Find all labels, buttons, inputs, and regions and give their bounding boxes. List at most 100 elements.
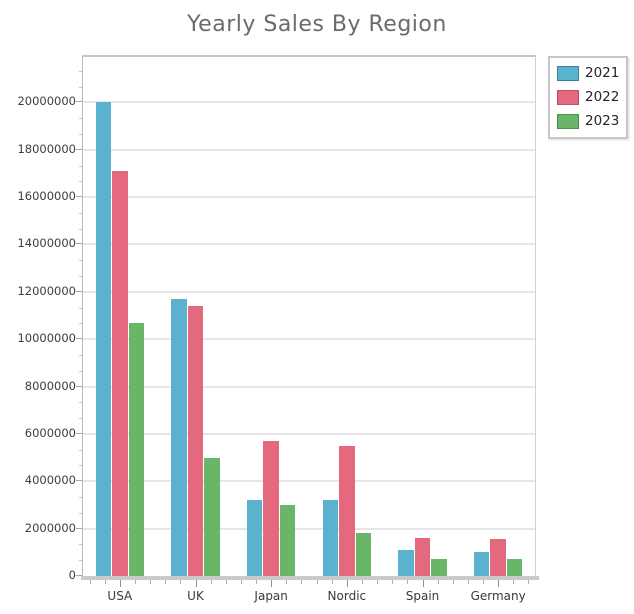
legend-swatch-icon	[557, 65, 579, 81]
bar-2022-japan[interactable]	[263, 441, 279, 576]
y-axis-tick	[76, 243, 82, 245]
y-tick-label: 12000000	[17, 283, 76, 298]
bar-2021-usa[interactable]	[95, 102, 112, 576]
x-axis-minor-tick	[134, 580, 136, 584]
gridline	[83, 527, 535, 530]
bar-2021-uk[interactable]	[171, 298, 187, 576]
bar-2022-usa[interactable]	[112, 171, 128, 576]
x-axis-minor-tick	[256, 580, 258, 584]
y-tick-label: 20000000	[17, 94, 76, 109]
x-axis-minor-tick	[165, 580, 167, 584]
bar-2022-germany[interactable]	[490, 539, 506, 576]
x-axis-minor-tick	[240, 580, 242, 584]
x-axis-minor-tick	[301, 580, 303, 584]
y-axis-tick	[76, 575, 82, 576]
y-axis-minor-tick	[79, 560, 82, 562]
bar-2021-nordic[interactable]	[322, 500, 339, 576]
gridline	[83, 480, 535, 483]
y-axis-minor-tick	[79, 323, 82, 325]
gridline	[83, 148, 535, 151]
x-axis-minor-tick	[210, 580, 212, 584]
x-axis-minor-tick	[150, 580, 152, 584]
y-axis-tick	[76, 385, 82, 387]
x-axis-minor-tick	[513, 580, 515, 584]
x-axis-major-tick	[498, 580, 500, 587]
bar-2021-germany[interactable]	[474, 552, 490, 576]
y-axis-tick	[76, 196, 82, 198]
x-axis-major-tick	[271, 580, 273, 587]
bar-2021-japan[interactable]	[247, 500, 263, 576]
y-axis-tick	[76, 527, 82, 529]
y-tick-label: 2000000	[24, 520, 76, 535]
y-axis-tick	[76, 480, 82, 482]
x-axis-minor-tick	[483, 580, 485, 584]
bar-2021-spain[interactable]	[398, 549, 414, 576]
y-axis-minor-tick	[79, 370, 82, 372]
legend-label: 2022	[585, 89, 620, 105]
x-axis-major-tick	[422, 580, 424, 587]
y-axis-tick	[76, 101, 82, 103]
bar-2023-germany[interactable]	[506, 559, 523, 576]
y-tick-label: 16000000	[17, 189, 76, 204]
y-axis-minor-tick	[79, 228, 82, 230]
y-axis-minor-tick	[79, 165, 82, 167]
bar-2022-nordic[interactable]	[339, 445, 355, 576]
y-axis-minor-tick	[79, 276, 82, 278]
y-axis-tick	[76, 432, 82, 434]
x-tick-label: Spain	[405, 589, 440, 603]
gridline	[83, 101, 535, 104]
x-tick-label: Germany	[470, 589, 526, 603]
legend-label: 2021	[585, 65, 620, 81]
x-axis-major-tick	[195, 580, 197, 587]
legend-item-2023[interactable]: 2023	[557, 113, 619, 129]
bar-2023-usa[interactable]	[128, 322, 144, 576]
y-tick-label: 4000000	[24, 473, 76, 488]
bar-2022-spain[interactable]	[414, 538, 431, 576]
y-axis-minor-tick	[79, 512, 82, 514]
x-tick-label: Nordic	[327, 589, 367, 603]
y-axis-minor-tick	[79, 260, 82, 262]
y-axis-minor-tick	[79, 212, 82, 214]
y-axis-minor-tick	[79, 70, 82, 72]
y-axis-minor-tick	[79, 86, 82, 88]
legend-item-2021[interactable]: 2021	[557, 65, 619, 81]
x-axis-minor-tick	[392, 580, 394, 584]
x-axis-minor-tick	[452, 580, 454, 584]
gridline	[83, 385, 535, 388]
y-axis-minor-tick	[79, 181, 82, 183]
x-axis-minor-tick	[225, 580, 227, 584]
x-axis-minor-tick	[467, 580, 469, 584]
legend-swatch-icon	[557, 113, 579, 129]
y-axis-minor-tick	[79, 307, 82, 309]
y-axis-minor-tick	[79, 449, 82, 451]
x-axis-minor-tick	[361, 580, 363, 584]
x-axis-minor-tick	[407, 580, 409, 584]
y-axis-minor-tick	[79, 544, 82, 546]
y-axis-tick	[76, 148, 82, 150]
legend-item-2022[interactable]: 2022	[557, 89, 619, 105]
y-tick-label: 0	[68, 568, 76, 582]
x-axis-minor-tick	[316, 580, 318, 584]
y-axis-minor-tick	[79, 402, 82, 404]
bar-2022-uk[interactable]	[187, 306, 204, 576]
bar-2023-spain[interactable]	[431, 559, 447, 576]
gridline	[83, 243, 535, 246]
x-tick-label: UK	[187, 589, 204, 603]
x-axis-minor-tick	[528, 580, 530, 584]
bar-2023-japan[interactable]	[279, 504, 296, 576]
bar-2023-uk[interactable]	[204, 457, 220, 576]
x-axis-major-tick	[346, 580, 348, 587]
y-tick-label: 8000000	[24, 378, 76, 393]
y-axis-minor-tick	[79, 465, 82, 467]
legend-label: 2023	[585, 113, 620, 129]
x-axis-minor-tick	[104, 580, 106, 584]
gridline	[83, 338, 535, 341]
y-axis-minor-tick	[79, 118, 82, 120]
bar-2023-nordic[interactable]	[355, 533, 371, 576]
x-tick-label: USA	[107, 589, 133, 603]
gridline	[83, 290, 535, 293]
x-axis-minor-tick	[180, 580, 182, 584]
plot-area	[82, 55, 536, 576]
x-axis-minor-tick	[89, 580, 91, 584]
gridline	[83, 432, 535, 435]
